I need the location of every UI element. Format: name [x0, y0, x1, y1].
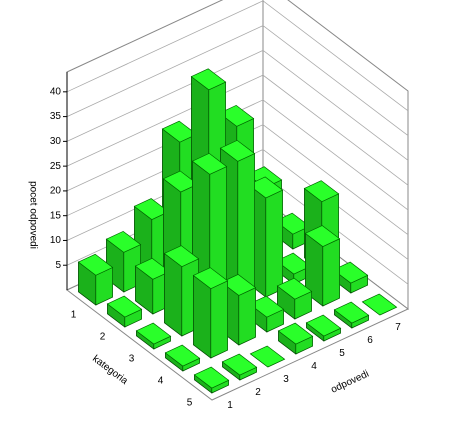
grid-line [66, 99, 409, 211]
y-tick-label: 4 [158, 376, 164, 387]
z-tick-label: 20 [50, 186, 62, 197]
bar-top [333, 301, 370, 324]
bar-face-right [265, 189, 283, 298]
bar-face-right [210, 280, 228, 359]
z-tick-label: 25 [50, 161, 62, 172]
x-tick-label: 1 [227, 400, 233, 411]
grid-line [66, 25, 409, 136]
bar [249, 345, 286, 368]
bar-top [221, 353, 258, 376]
bar-top [190, 68, 227, 91]
bar-top [247, 176, 284, 199]
x-axis-title: odpovedi [329, 369, 370, 396]
bar [361, 293, 398, 316]
y-tick-label: 3 [129, 354, 135, 365]
x-tick-label: 7 [395, 322, 401, 333]
z-tick-label: 15 [50, 210, 62, 221]
bar [192, 267, 229, 359]
bar [305, 314, 342, 342]
x-tick-label: 3 [283, 374, 289, 385]
bar-top [276, 277, 313, 300]
bar-top [193, 366, 230, 389]
bar-face-left [164, 252, 183, 337]
bar-top [332, 261, 369, 284]
grid-line [66, 124, 409, 236]
bar-top [361, 293, 398, 316]
z-tick-label: 40 [50, 86, 62, 97]
bar-top [277, 322, 314, 345]
bar-face-left [193, 274, 212, 359]
grid-line [66, 148, 409, 260]
z-axis-title: pocet odpovedi [27, 181, 38, 249]
x-tick-label: 4 [311, 361, 317, 372]
grid-line [66, 74, 409, 186]
y-axis-title: kategoria [90, 353, 130, 387]
bar-top [135, 322, 172, 345]
bar-top [248, 295, 285, 318]
bar [164, 344, 201, 372]
x-tick-label: 2 [255, 387, 261, 398]
grid-line [66, 49, 409, 161]
bar [221, 353, 258, 381]
bar [135, 322, 172, 350]
bar-face-right [238, 287, 256, 346]
bar [77, 253, 114, 306]
bar [333, 301, 370, 329]
x-tick-label: 5 [339, 348, 345, 359]
bar-top [163, 245, 200, 268]
z-tick-label: 10 [50, 235, 62, 246]
bar [193, 366, 230, 394]
bar-top [219, 139, 256, 162]
bar [276, 277, 313, 320]
bar-top [105, 230, 142, 253]
bar-top [304, 225, 341, 247]
z-tick-label: 35 [50, 111, 62, 122]
z-tick-label: 5 [55, 260, 61, 271]
y-tick-label: 1 [71, 310, 77, 321]
bar-top [191, 152, 228, 175]
bar-top [220, 274, 257, 296]
bar [304, 225, 341, 307]
bar-top [249, 345, 286, 368]
y-tick-label: 5 [187, 398, 193, 409]
grid-line [66, 0, 409, 112]
bar-top [303, 180, 340, 203]
bar-top [192, 267, 229, 290]
z-tick-label: 30 [50, 136, 62, 147]
bar-top [106, 295, 143, 318]
bar-top [77, 253, 114, 276]
y-tick-label: 2 [100, 332, 106, 343]
bar-top [305, 314, 342, 337]
bar [277, 322, 314, 355]
bar-top [218, 104, 255, 127]
bar-top [164, 344, 201, 367]
bar-face-right [322, 238, 340, 307]
x-tick-label: 6 [367, 335, 373, 346]
bar [106, 295, 143, 328]
